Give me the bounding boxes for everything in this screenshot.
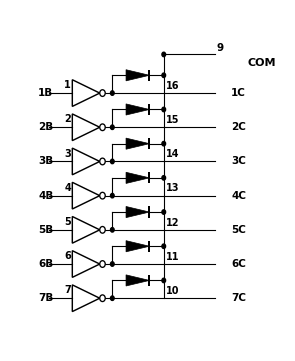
Text: 3: 3 (64, 149, 71, 159)
Polygon shape (126, 104, 150, 115)
Polygon shape (126, 138, 150, 149)
Circle shape (162, 73, 165, 78)
Circle shape (162, 52, 165, 57)
Circle shape (100, 90, 105, 96)
Polygon shape (126, 70, 150, 81)
Circle shape (162, 244, 165, 248)
Text: 16: 16 (166, 81, 180, 91)
Text: 5: 5 (64, 217, 71, 227)
Text: 14: 14 (166, 149, 180, 159)
Circle shape (100, 192, 105, 199)
Circle shape (111, 91, 114, 95)
Text: 7: 7 (64, 286, 71, 295)
Circle shape (111, 193, 114, 198)
Text: 1C: 1C (231, 88, 246, 98)
Circle shape (111, 159, 114, 164)
Text: 4: 4 (64, 183, 71, 193)
Circle shape (162, 107, 165, 112)
Circle shape (100, 261, 105, 268)
Circle shape (111, 125, 114, 130)
Text: 7C: 7C (231, 293, 246, 303)
Circle shape (162, 278, 165, 283)
Text: 10: 10 (166, 286, 180, 296)
Circle shape (111, 296, 114, 300)
Text: 6B: 6B (38, 259, 53, 269)
Text: 9: 9 (216, 43, 224, 53)
Text: 5B: 5B (38, 225, 53, 235)
Text: 11: 11 (166, 252, 180, 262)
Circle shape (100, 295, 105, 301)
Text: 7B: 7B (38, 293, 53, 303)
Text: 4B: 4B (38, 191, 53, 201)
Text: 3C: 3C (231, 156, 246, 166)
Circle shape (111, 228, 114, 232)
Text: 3B: 3B (38, 156, 53, 166)
Text: 2B: 2B (38, 122, 53, 132)
Polygon shape (126, 275, 150, 286)
Circle shape (111, 262, 114, 266)
Polygon shape (126, 172, 150, 183)
Circle shape (162, 210, 165, 214)
Circle shape (100, 226, 105, 233)
Circle shape (100, 158, 105, 165)
Text: COM: COM (247, 58, 276, 68)
Text: 5C: 5C (231, 225, 246, 235)
Circle shape (162, 176, 165, 180)
Circle shape (162, 142, 165, 146)
Text: 1B: 1B (38, 88, 53, 98)
Text: 6: 6 (64, 251, 71, 261)
Polygon shape (126, 206, 150, 218)
Text: 12: 12 (166, 218, 180, 228)
Text: 6C: 6C (231, 259, 246, 269)
Text: 4C: 4C (231, 191, 246, 201)
Polygon shape (126, 241, 150, 252)
Text: 13: 13 (166, 183, 180, 193)
Text: 2C: 2C (231, 122, 246, 132)
Text: 15: 15 (166, 115, 180, 125)
Text: 2: 2 (64, 114, 71, 125)
Circle shape (100, 124, 105, 131)
Text: 1: 1 (64, 80, 71, 90)
